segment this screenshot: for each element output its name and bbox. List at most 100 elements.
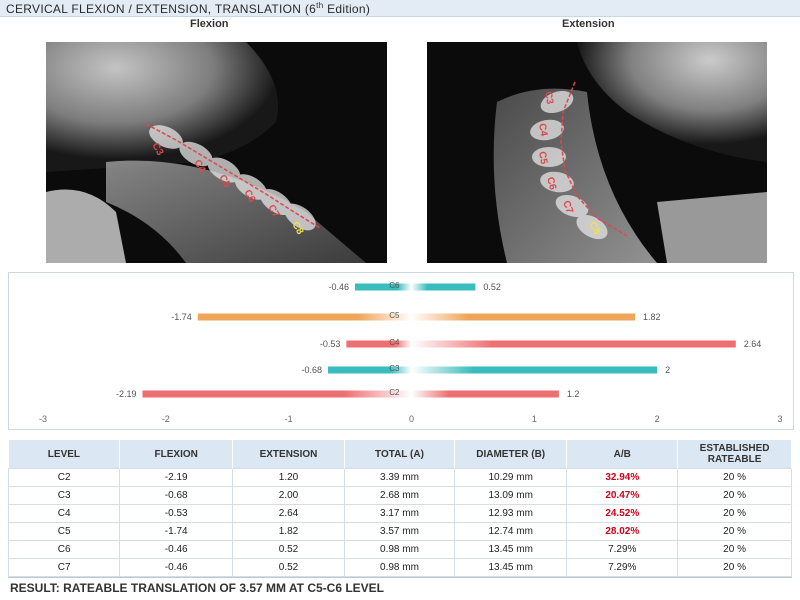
- table-cell: C4: [7, 504, 121, 523]
- x-tick-label: -3: [39, 414, 47, 424]
- title-superscript: th: [316, 1, 324, 10]
- table-cell: 0.98 mm: [343, 558, 455, 577]
- table-cell: 7.29%: [566, 558, 679, 577]
- title-text: CERVICAL FLEXION / EXTENSION, TRANSLATIO…: [6, 2, 317, 16]
- table-cell: 13.45 mm: [453, 558, 568, 577]
- table-cell: 20.47%: [566, 486, 679, 505]
- title-bar: CERVICAL FLEXION / EXTENSION, TRANSLATIO…: [0, 0, 800, 17]
- extension-value-label: 2: [665, 365, 670, 375]
- header-ratio: A/B: [566, 440, 679, 469]
- table-cell: C5: [7, 522, 121, 541]
- category-label: C3: [389, 364, 400, 373]
- category-label: C4: [389, 338, 400, 347]
- table-cell: 3.17 mm: [343, 504, 455, 523]
- table-row: C3 -0.68 2.00 2.68 mm 13.09 mm 20.47% 20 %: [7, 486, 792, 505]
- table-cell: 12.74 mm: [453, 522, 568, 541]
- table-cell: 1.20: [232, 468, 345, 487]
- header-extension: EXTENSION: [232, 440, 345, 469]
- table-cell: -2.19: [119, 468, 234, 487]
- header-diameter: DIAMETER (B): [454, 440, 568, 469]
- result-summary: RESULT: RATEABLE TRANSLATION OF 3.57 MM …: [8, 577, 792, 597]
- table-cell: 20 %: [677, 468, 792, 487]
- flexion-value-label: -0.53: [320, 339, 341, 349]
- table-cell: 20 %: [677, 486, 792, 505]
- table-row: C4 -0.53 2.64 3.17 mm 12.93 mm 24.52% 20 %: [7, 504, 792, 523]
- translation-table: LEVEL FLEXION EXTENSION TOTAL (A) DIAMET…: [7, 440, 792, 577]
- extension-label: C4: [536, 123, 549, 138]
- extension-bar: [411, 366, 658, 374]
- flexion-value-label: -0.68: [301, 365, 322, 375]
- page-title: CERVICAL FLEXION / EXTENSION, TRANSLATIO…: [6, 1, 370, 16]
- table-cell: 20 %: [677, 504, 792, 523]
- table-header-row: LEVEL FLEXION EXTENSION TOTAL (A) DIAMET…: [8, 440, 792, 469]
- table-cell: -0.46: [119, 558, 234, 577]
- chart-canvas: -2.19 1.2 C2 -0.68 2 C3 -0.53 2.64 C4 -1.74 1.82 C5…: [39, 281, 783, 424]
- table-cell: 24.52%: [566, 504, 679, 523]
- flexion-bar: [346, 340, 412, 348]
- extension-value-label: 1.82: [643, 312, 661, 322]
- table-cell: 2.64: [232, 504, 345, 523]
- flexion-value-label: -2.19: [116, 389, 137, 399]
- x-tick-label: -2: [162, 414, 170, 424]
- table-cell: 13.45 mm: [453, 540, 568, 559]
- x-tick-label: 0: [409, 414, 414, 424]
- flexion-bar: [327, 366, 412, 374]
- extension-bar: [411, 313, 636, 321]
- flexion-bar: [354, 283, 412, 291]
- table-cell: 20 %: [677, 522, 792, 541]
- category-label: C6: [389, 281, 400, 290]
- title-tail: Edition): [323, 2, 371, 16]
- extension-label: C6: [544, 176, 558, 192]
- table-cell: 7.29%: [566, 540, 679, 559]
- table-cell: -0.68: [119, 486, 234, 505]
- flexion-caption: Flexion: [190, 18, 229, 30]
- extension-xray-drawing: C3 C4 C5 C6 C7 C8: [427, 42, 767, 263]
- table-cell: 0.98 mm: [343, 540, 455, 559]
- table-cell: 1.82: [232, 522, 345, 541]
- header-flexion: FLEXION: [119, 440, 234, 469]
- x-tick-label: 2: [655, 414, 660, 424]
- flexion-xray-drawing: C3 C4 C5 C6 C7 C8: [46, 42, 387, 263]
- table-row: C6 -0.46 0.52 0.98 mm 13.45 mm 7.29% 20 %: [7, 540, 792, 559]
- table-row: C7 -0.46 0.52 0.98 mm 13.45 mm 7.29% 20 %: [7, 558, 792, 577]
- table-cell: C6: [7, 540, 121, 559]
- table-cell: 12.93 mm: [453, 504, 568, 523]
- table-cell: 0.52: [232, 558, 345, 577]
- category-label: C2: [389, 388, 400, 397]
- x-tick-label: 3: [777, 414, 782, 424]
- table-cell: 20 %: [677, 540, 792, 559]
- flexion-bar: [197, 313, 412, 321]
- table-cell: 32.94%: [566, 468, 679, 487]
- table-cell: 13.09 mm: [453, 486, 568, 505]
- translation-bar-chart: -2.19 1.2 C2 -0.68 2 C3 -0.53 2.64 C4 -1.74 1.82 C5…: [8, 272, 794, 430]
- extension-label: C5: [536, 151, 549, 166]
- table-cell: -0.46: [119, 540, 234, 559]
- extension-label: C7: [560, 199, 575, 215]
- header-total: TOTAL (A): [344, 440, 455, 469]
- header-level: LEVEL: [8, 440, 121, 469]
- flexion-xray-image: C3 C4 C5 C6 C7 C8: [46, 42, 387, 263]
- category-label: C5: [389, 311, 400, 320]
- flexion-value-label: -1.74: [171, 312, 192, 322]
- table-cell: C3: [7, 486, 121, 505]
- extension-value-label: 2.64: [744, 339, 762, 349]
- table-row: C5 -1.74 1.82 3.57 mm 12.74 mm 28.02% 20 %: [7, 522, 792, 541]
- extension-value-label: 0.52: [483, 282, 501, 292]
- table-cell: -1.74: [119, 522, 234, 541]
- table-row: C2 -2.19 1.20 3.39 mm 10.29 mm 32.94% 20 %: [7, 468, 792, 487]
- extension-bar: [411, 340, 736, 348]
- extension-bar: [411, 283, 476, 291]
- table-cell: C2: [7, 468, 121, 487]
- flexion-value-label: -0.46: [328, 282, 349, 292]
- table-cell: 0.52: [232, 540, 345, 559]
- extension-value-label: 1.2: [567, 389, 580, 399]
- table-cell: 20 %: [677, 558, 792, 577]
- table-cell: 2.68 mm: [343, 486, 455, 505]
- table-cell: C7: [7, 558, 121, 577]
- table-cell: -0.53: [119, 504, 234, 523]
- table-cell: 28.02%: [566, 522, 679, 541]
- table-cell: 3.57 mm: [343, 522, 455, 541]
- extension-bar: [411, 390, 559, 398]
- table-cell: 3.39 mm: [343, 468, 455, 487]
- flexion-bar: [142, 390, 412, 398]
